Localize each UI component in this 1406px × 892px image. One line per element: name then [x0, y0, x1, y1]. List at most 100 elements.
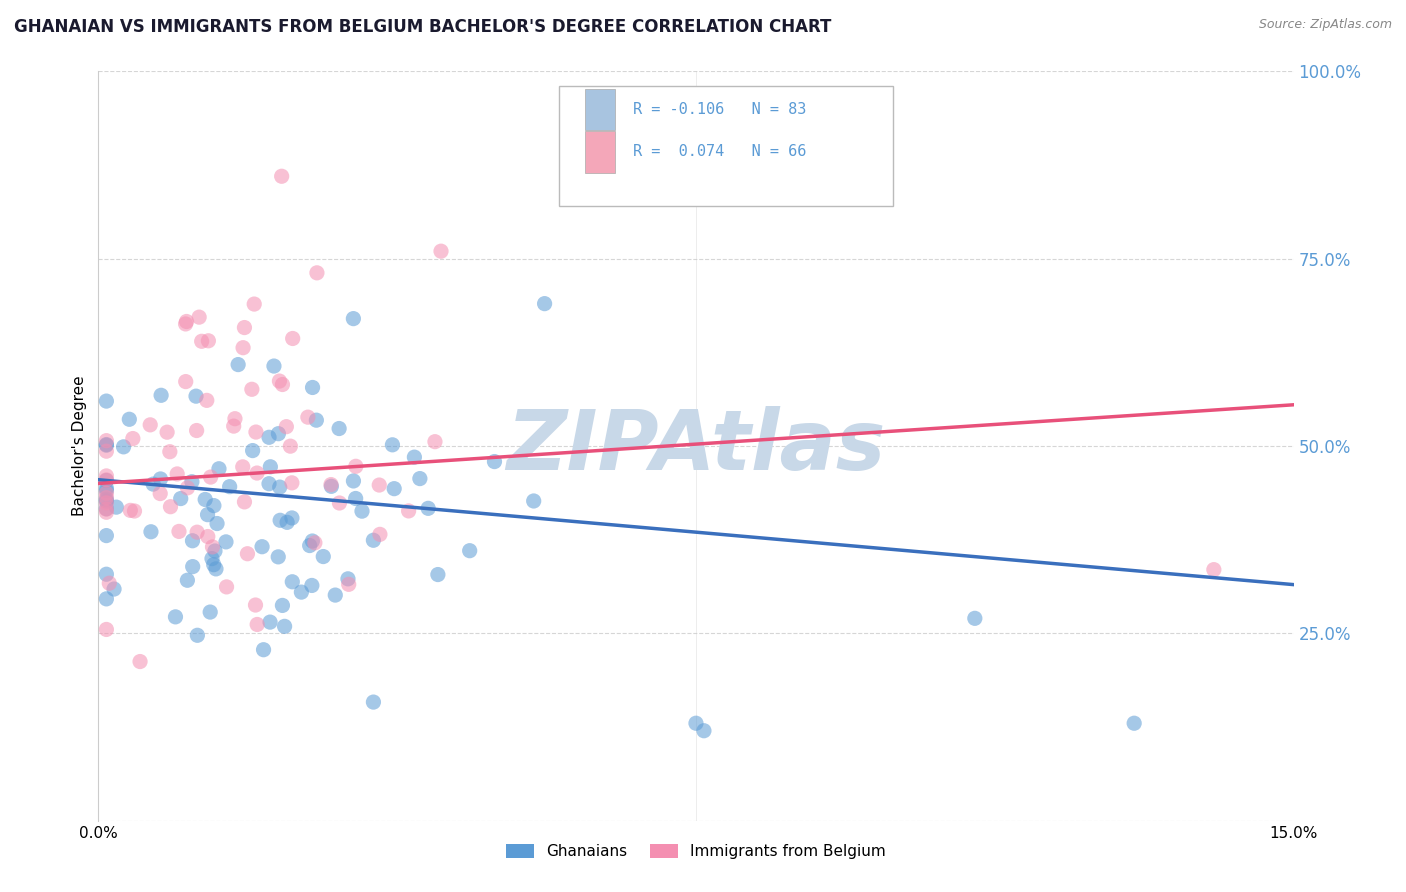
Point	[281, 475, 304, 490]
Point	[963, 611, 986, 625]
Point	[233, 320, 256, 334]
Point	[301, 578, 323, 592]
Point	[205, 516, 228, 531]
Point	[215, 580, 238, 594]
Point	[269, 480, 291, 494]
Text: ZIPAtlas: ZIPAtlas	[506, 406, 886, 486]
Point	[430, 244, 453, 259]
Point	[184, 389, 207, 403]
Point	[96, 438, 118, 452]
Point	[271, 377, 294, 392]
Point	[190, 334, 212, 349]
Point	[252, 642, 274, 657]
Point	[118, 412, 141, 426]
Point	[269, 374, 291, 388]
Point	[142, 477, 165, 491]
Point	[139, 417, 162, 432]
Point	[301, 534, 323, 549]
Point	[205, 562, 228, 576]
Text: R =  0.074   N = 66: R = 0.074 N = 66	[633, 145, 806, 160]
Point	[105, 500, 128, 515]
Point	[96, 623, 118, 637]
Point	[176, 314, 198, 328]
Y-axis label: Bachelor's Degree: Bachelor's Degree	[72, 376, 87, 516]
Point	[363, 695, 385, 709]
Point	[96, 528, 118, 542]
Legend: Ghanaians, Immigrants from Belgium: Ghanaians, Immigrants from Belgium	[501, 838, 891, 865]
Point	[197, 334, 219, 348]
Point	[96, 492, 118, 507]
Point	[257, 430, 280, 444]
Text: Source: ZipAtlas.com: Source: ZipAtlas.com	[1258, 18, 1392, 31]
Point	[96, 567, 118, 582]
Point	[159, 444, 181, 458]
Point	[180, 475, 202, 489]
Point	[150, 388, 173, 402]
Point	[323, 588, 346, 602]
Point	[96, 494, 118, 508]
Point	[368, 478, 391, 492]
Point	[276, 516, 298, 530]
Point	[281, 511, 304, 525]
Point	[305, 266, 328, 280]
Point	[381, 438, 404, 452]
Point	[181, 533, 204, 548]
Text: GHANAIAN VS IMMIGRANTS FROM BELGIUM BACHELOR'S DEGREE CORRELATION CHART: GHANAIAN VS IMMIGRANTS FROM BELGIUM BACH…	[14, 18, 831, 36]
Point	[218, 480, 240, 494]
Point	[96, 469, 118, 483]
Point	[215, 534, 238, 549]
Point	[523, 494, 546, 508]
Point	[250, 540, 273, 554]
Point	[236, 547, 259, 561]
Point	[298, 539, 321, 553]
Point	[166, 467, 188, 481]
Point	[176, 481, 198, 495]
Point	[96, 444, 118, 458]
Point	[120, 503, 142, 517]
Point	[270, 169, 292, 184]
Point	[458, 543, 481, 558]
Text: R = -0.106   N = 83: R = -0.106 N = 83	[633, 102, 806, 117]
Point	[484, 454, 506, 468]
Point	[404, 450, 426, 464]
Point	[418, 501, 440, 516]
Point	[259, 459, 281, 474]
Point	[197, 508, 219, 522]
Point	[167, 524, 190, 539]
Point	[197, 529, 219, 543]
Point	[337, 577, 360, 591]
Point	[201, 540, 224, 554]
Point	[112, 440, 135, 454]
Point	[124, 504, 146, 518]
Point	[224, 411, 246, 425]
Point	[96, 483, 118, 498]
Point	[159, 500, 181, 514]
Point	[96, 481, 118, 495]
Point	[281, 574, 304, 589]
Point	[243, 297, 266, 311]
Point	[246, 466, 269, 480]
Point	[344, 459, 367, 474]
Point	[280, 439, 302, 453]
Point	[96, 496, 118, 510]
Point	[344, 491, 367, 506]
Point	[96, 591, 118, 606]
Point	[328, 496, 350, 510]
Point	[139, 524, 162, 539]
Point	[194, 492, 217, 507]
Point	[208, 462, 231, 476]
Point	[156, 425, 179, 440]
Point	[281, 331, 304, 345]
Point	[96, 502, 118, 516]
Point	[174, 375, 197, 389]
Point	[693, 723, 716, 738]
Point	[96, 491, 118, 505]
Point	[96, 505, 118, 519]
Point	[257, 476, 280, 491]
Point	[305, 413, 328, 427]
Point	[321, 479, 343, 493]
Point	[271, 599, 294, 613]
Point	[233, 495, 256, 509]
Point	[202, 558, 225, 572]
FancyBboxPatch shape	[585, 131, 614, 172]
